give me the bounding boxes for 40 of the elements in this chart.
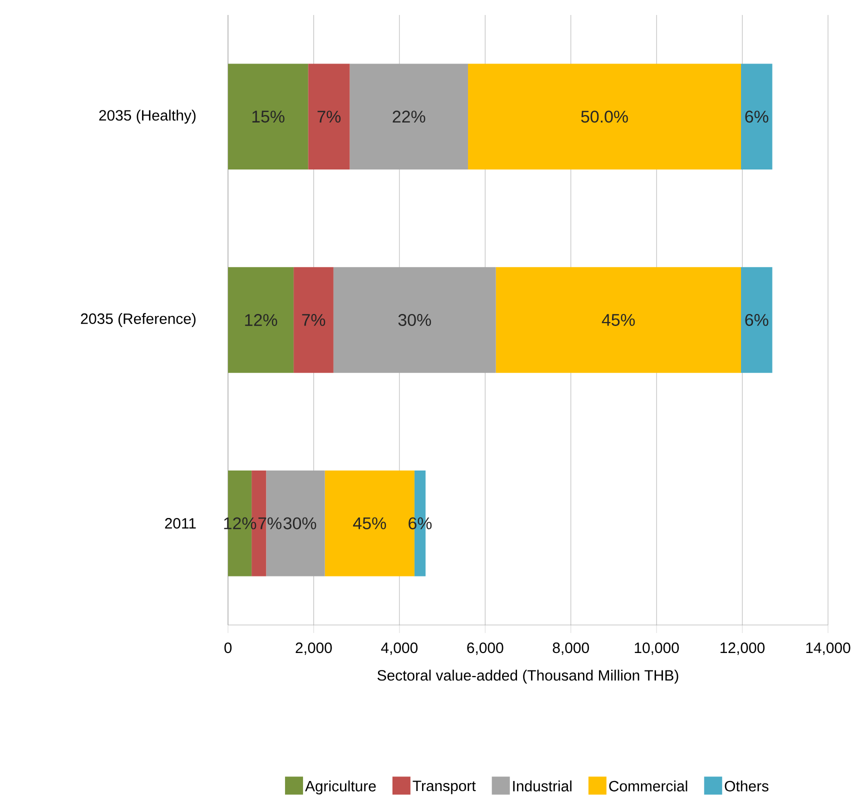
legend-label: Commercial <box>609 780 688 792</box>
annotation: 7% <box>302 314 326 326</box>
annotation: 22% <box>392 110 426 123</box>
bar <box>741 64 772 170</box>
x-tick-label: 2,000 <box>296 642 332 655</box>
y-tick-label: 2035 (Reference) <box>80 313 196 327</box>
bar <box>308 64 350 170</box>
annotation: 12% <box>245 314 278 326</box>
x-axis-title: Sectoral value-added (Thousand Million THB) <box>378 670 678 684</box>
x-tick-label: 12,000 <box>720 642 765 655</box>
annotation: 50.0% <box>581 110 628 123</box>
annotation: 6% <box>408 517 432 530</box>
legend-label: Industrial <box>513 780 572 792</box>
x-tick-label: 0 <box>224 642 232 654</box>
bar <box>468 64 742 170</box>
legend-label: Others <box>724 780 768 792</box>
x-tick-label: 6,000 <box>467 642 504 655</box>
bar <box>350 64 468 170</box>
annotation: 6% <box>745 110 768 123</box>
annotation: 30% <box>398 314 431 326</box>
legend-label: Transport <box>412 780 476 794</box>
annotation: 6% <box>745 314 768 326</box>
x-tick-label: 14,000 <box>806 642 850 655</box>
annotation: 7% <box>318 110 341 123</box>
bar <box>496 267 742 373</box>
bar <box>741 267 772 373</box>
x-tick-label: 4,000 <box>381 642 418 655</box>
x-tick-label: 10,000 <box>634 642 679 655</box>
annotation: 30% <box>283 517 316 530</box>
annotation: 15% <box>252 110 284 123</box>
y-tick-label: 2035 (Healthy) <box>99 110 196 124</box>
annotation: 45% <box>353 517 386 530</box>
bar <box>228 267 294 373</box>
x-tick-label: 8,000 <box>552 642 589 655</box>
bar <box>333 267 496 373</box>
annotation: 45% <box>602 314 635 326</box>
bar <box>228 64 308 170</box>
legend-label: Agriculture <box>305 780 376 794</box>
y-tick-label: 2011 <box>165 518 196 529</box>
bar <box>294 267 334 373</box>
